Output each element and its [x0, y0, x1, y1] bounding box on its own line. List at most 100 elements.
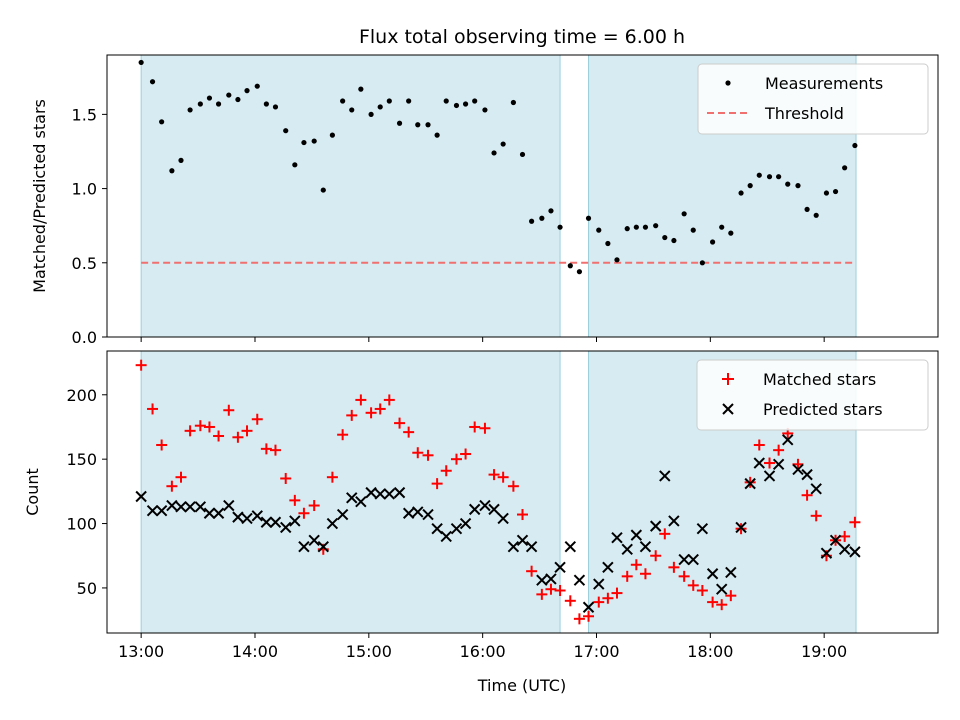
measurement-point [368, 111, 374, 117]
measurement-point [653, 223, 659, 229]
matched-star-point [337, 429, 349, 441]
predicted-star-point [829, 534, 842, 546]
predicted-star-point [582, 601, 595, 613]
predicted-star-point [564, 541, 577, 553]
measurement-point [358, 86, 364, 92]
matched-star-point [223, 404, 235, 416]
predicted-star-point [696, 522, 709, 535]
measurement-point [206, 95, 213, 101]
measurement-point [301, 139, 307, 146]
measurement-point [548, 208, 554, 214]
matched-star-point [469, 421, 481, 433]
measurement-point [491, 150, 497, 156]
legend-threshold-label: Threshold [764, 104, 844, 123]
predicted-star-point [659, 470, 671, 482]
measurement-point [415, 122, 421, 128]
chart-title: Flux total observing time = 6.00 h [359, 26, 685, 48]
matched-star-point [564, 595, 576, 607]
matched-star-point [135, 359, 147, 371]
measurement-point [434, 132, 440, 138]
ratio-legend-box [697, 63, 929, 135]
matched-star-point [298, 507, 310, 519]
predicted-star-point [630, 529, 643, 541]
matched-star-point [792, 458, 804, 470]
predicted-star-point [241, 512, 253, 525]
predicted-star-point [450, 522, 463, 535]
measurement-point [605, 240, 611, 247]
predicted-star-point [422, 508, 434, 521]
predicted-star-point [459, 517, 472, 530]
predicted-star-point [801, 468, 813, 481]
matched-star-point [696, 585, 708, 597]
predicted-star-point [497, 512, 509, 525]
predicted-star-point [431, 522, 443, 535]
matched-star-point [431, 478, 443, 490]
measurement-point [633, 224, 639, 230]
x-axis-label: Time (UTC) [477, 676, 566, 695]
x-tick-label: 13:00 [118, 642, 164, 661]
predicted-star-point [516, 534, 529, 546]
y-tick-label: 50 [77, 579, 97, 598]
measurement-point [169, 168, 175, 174]
predicted-star-point [545, 573, 557, 585]
matched-star-point [412, 447, 424, 459]
matched-star-point [849, 516, 861, 528]
measurement-point [462, 101, 469, 107]
measurement-point [443, 98, 449, 104]
matched-star-point [497, 471, 509, 483]
legend-matched-label: Matched stars [763, 370, 876, 389]
legend-matched-marker [722, 373, 734, 385]
measurement-point [557, 224, 563, 230]
measurement-point [159, 119, 165, 125]
matched-star-point [602, 592, 614, 604]
matched-star-point [545, 583, 557, 595]
matched-star-point [764, 457, 776, 469]
predicted-star-point [735, 521, 747, 534]
predicted-star-point [706, 568, 719, 580]
y-tick-label: 0.5 [72, 254, 97, 273]
predicted-star-point [536, 574, 548, 586]
predicted-star-point [468, 503, 481, 516]
measurement-point [386, 98, 392, 104]
predicted-star-point [135, 490, 147, 503]
predicted-star-point [810, 483, 822, 495]
measurement-point [529, 218, 535, 224]
measurement-point [377, 104, 383, 110]
predicted-star-point [280, 521, 292, 534]
measurement-point [642, 224, 649, 230]
matched-star-point [289, 494, 301, 506]
predicted-star-point [554, 561, 566, 574]
count-legend-box [696, 359, 929, 431]
matched-star-point [753, 439, 765, 451]
ratio-panel-frame [106, 54, 939, 338]
matched-star-point [383, 394, 395, 406]
predicted-star-point [194, 501, 207, 513]
measurement-point [596, 227, 602, 233]
observing-window-1 [140, 350, 561, 634]
measurement-point [500, 141, 506, 147]
matched-star-point [716, 599, 728, 611]
matched-star-point [517, 509, 528, 521]
measurement-point [567, 263, 573, 269]
measurement-point [329, 132, 335, 138]
measurement-point [804, 206, 810, 212]
measurement-point [738, 190, 744, 196]
matched-star-point [507, 480, 519, 492]
count-panel-frame [106, 350, 939, 634]
measurement-point [585, 215, 592, 221]
count-panel-axes: 13:00 14:00 15:00 16:00 17:00 18:00 19:00 50 100… [66, 386, 847, 661]
ratio-panel: 0.0 0.5 1.0 1.5 Matched/Predicted stars Mea… [30, 54, 939, 347]
predicted-star-point [374, 488, 386, 500]
matched-star-point [440, 465, 452, 477]
predicted-star-point [849, 546, 861, 558]
matched-star-point [650, 550, 662, 562]
matched-star-point [260, 443, 272, 455]
matched-star-point [479, 422, 491, 434]
predicted-star-point [383, 488, 396, 500]
measurement-point [510, 99, 516, 106]
measurement-point [671, 237, 677, 244]
ratio-panel-axes: 0.0 0.5 1.0 1.5 [72, 105, 825, 347]
matched-star-point [269, 444, 281, 456]
predicted-star-point [289, 515, 301, 527]
x-tick-label: 15:00 [346, 642, 392, 661]
